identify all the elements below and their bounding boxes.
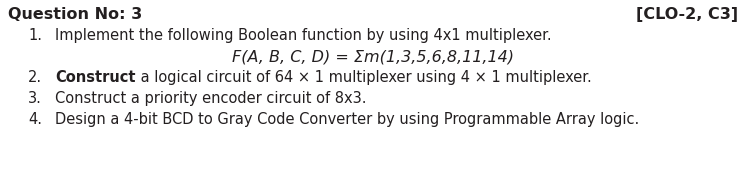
Text: Implement the following Boolean function by using 4x1 multiplexer.: Implement the following Boolean function…: [55, 28, 551, 43]
Text: 1.: 1.: [28, 28, 42, 43]
Text: Construct: Construct: [55, 70, 136, 85]
Text: 4.: 4.: [28, 112, 42, 127]
Text: Question No: 3: Question No: 3: [8, 7, 142, 22]
Text: Construct a priority encoder circuit of 8x3.: Construct a priority encoder circuit of …: [55, 91, 366, 106]
Text: Design a 4-bit BCD to Gray Code Converter by using Programmable Array logic.: Design a 4-bit BCD to Gray Code Converte…: [55, 112, 639, 127]
Text: 3.: 3.: [28, 91, 42, 106]
Text: F(A, B, C, D) = Σm(1,3,5,6,8,11,14): F(A, B, C, D) = Σm(1,3,5,6,8,11,14): [232, 49, 514, 64]
Text: a logical circuit of 64 × 1 multiplexer using 4 × 1 multiplexer.: a logical circuit of 64 × 1 multiplexer …: [136, 70, 592, 85]
Text: 2.: 2.: [28, 70, 42, 85]
Text: [CLO-2, C3]: [CLO-2, C3]: [636, 7, 738, 22]
